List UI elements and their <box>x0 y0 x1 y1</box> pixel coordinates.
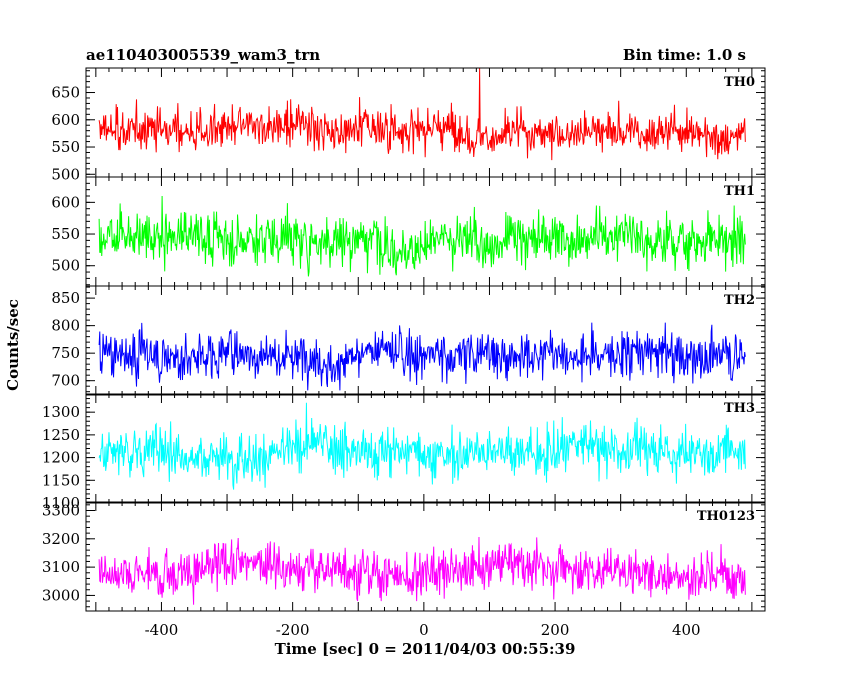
y-tick-label: 600 <box>51 111 80 129</box>
y-tick-label: 750 <box>51 344 80 362</box>
series-line-th3 <box>98 402 746 490</box>
x-tick-label: -200 <box>276 621 310 639</box>
y-tick-label: 1100 <box>42 494 80 512</box>
chart-title: ae110403005539_wam3_trn <box>86 46 320 64</box>
panel-frame <box>85 67 766 178</box>
panel-label-th0123: TH0123 <box>697 509 755 524</box>
y-tick-label: 800 <box>51 317 80 335</box>
x-tick-label: 400 <box>672 621 701 639</box>
y-tick-label: 500 <box>51 165 80 183</box>
series-line-th1 <box>98 196 746 277</box>
panel-label-th1: TH1 <box>724 184 755 199</box>
panel-label-th2: TH2 <box>724 293 755 308</box>
panel-label-th0: TH0 <box>724 75 755 90</box>
x-tick-label: -400 <box>145 621 179 639</box>
bin-time-label: Bin time: 1.0 s <box>623 46 746 64</box>
y-axis-label: Counts/sec <box>4 299 22 391</box>
y-tick-label: 500 <box>51 257 80 275</box>
y-tick-label: 3100 <box>42 558 80 576</box>
panel-frame <box>85 501 766 612</box>
y-tick-label: 1250 <box>42 426 80 444</box>
series-line-th0123 <box>98 537 746 605</box>
y-tick-label: 1150 <box>42 471 80 489</box>
panel-frame <box>85 393 766 504</box>
panel-th0: 500 550 600 650 TH0 <box>51 67 766 183</box>
y-tick-label: 3200 <box>42 530 80 548</box>
panel-th0123: 3000 3100 3200 3300 TH0123 <box>42 501 766 612</box>
y-tick-label: 550 <box>51 225 80 243</box>
y-tick-label: 1200 <box>42 449 80 467</box>
y-tick-label: 650 <box>51 84 80 102</box>
x-tick-label: 200 <box>541 621 570 639</box>
panel-th2: 700 750 800 850 TH2 <box>51 285 766 396</box>
y-tick-label: 3000 <box>42 586 80 604</box>
x-axis-label: Time [sec] 0 = 2011/04/03 00:55:39 <box>275 640 576 658</box>
y-tick-label: 850 <box>51 289 80 307</box>
series-line-th0 <box>98 68 746 161</box>
y-tick-label: 600 <box>51 193 80 211</box>
panel-th1: 500 550 600 TH1 <box>51 176 766 287</box>
x-axis: -400 -200 0 200 400 <box>145 621 701 639</box>
series-line-th2 <box>98 322 746 391</box>
panel-frame <box>85 285 766 396</box>
panel-label-th3: TH3 <box>724 401 755 416</box>
x-tick-label: 0 <box>419 621 429 639</box>
panels-group: 500 550 600 650 TH0 500 550 600 TH1 700 750 800 850 T… <box>42 67 766 612</box>
panel-th3: 1100 1150 1200 1250 1300 TH3 <box>42 393 766 512</box>
y-tick-label: 3300 <box>42 501 80 519</box>
y-tick-label: 550 <box>51 138 80 156</box>
y-tick-label: 1300 <box>42 403 80 421</box>
y-tick-label: 700 <box>51 372 80 390</box>
